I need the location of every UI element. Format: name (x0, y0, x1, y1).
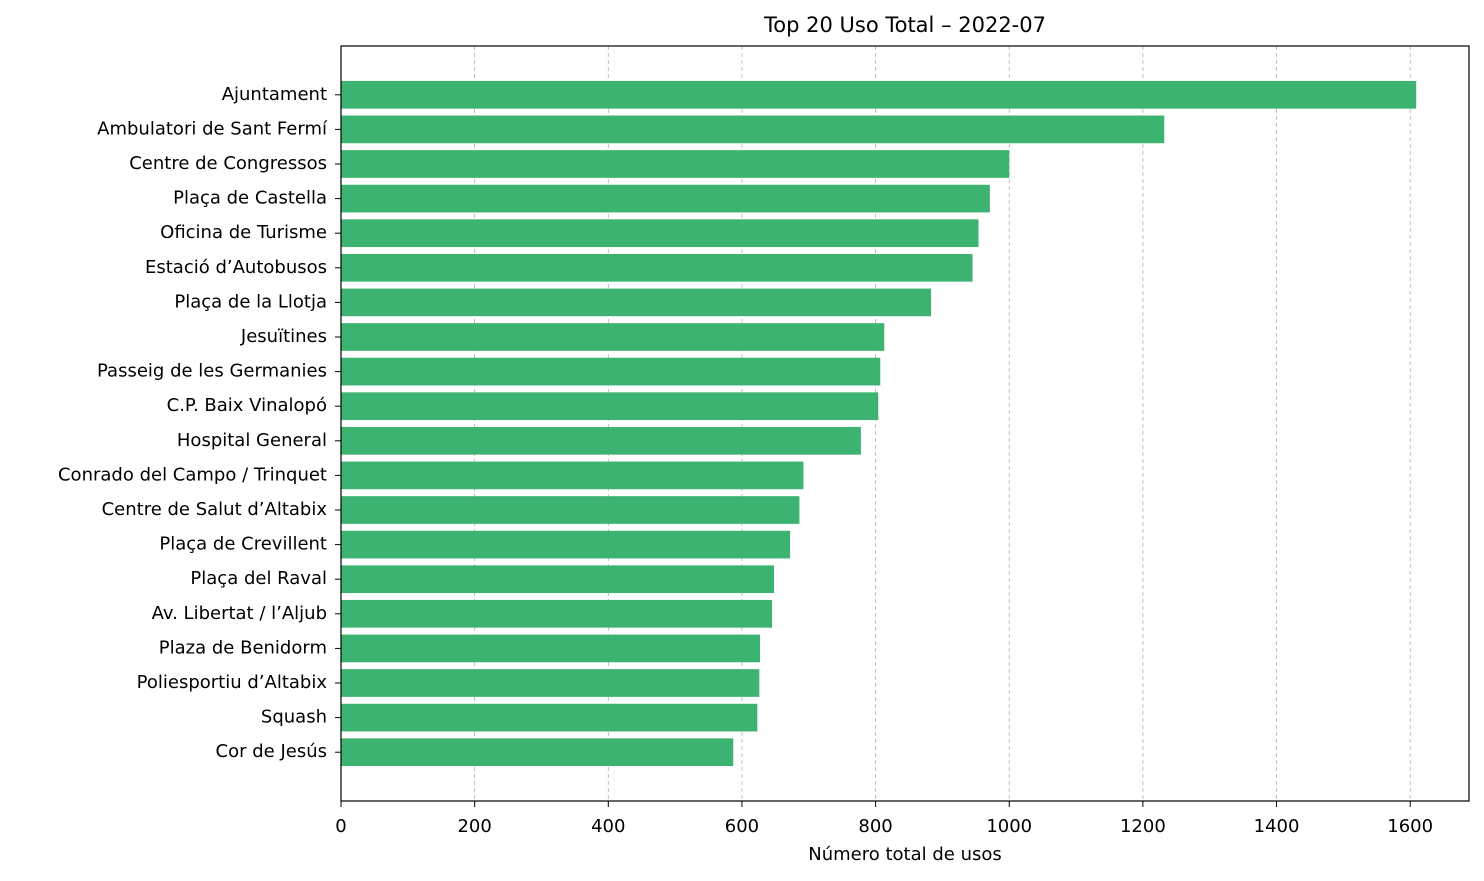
plot-frame (340, 45, 1470, 802)
x-tick-label: 1400 (1254, 816, 1300, 837)
bar (341, 461, 804, 490)
bar (341, 738, 734, 767)
bar (341, 565, 775, 594)
bar (341, 357, 881, 386)
x-tick-label: 1000 (986, 816, 1032, 837)
y-tick-label: Ajuntament (222, 84, 327, 105)
y-tick-label: Estació d’Autobusos (145, 257, 327, 278)
bar (341, 703, 758, 732)
y-tick-label: Plaça de Crevillent (159, 534, 327, 555)
bar (341, 253, 973, 282)
x-tick-label: 800 (858, 816, 892, 837)
x-tick-label: 1600 (1387, 816, 1433, 837)
chart-title: Top 20 Uso Total – 2022-07 (763, 13, 1046, 37)
x-tick-label: 400 (591, 816, 625, 837)
y-tick-label: Passeig de les Germanies (97, 361, 327, 382)
y-tick-label: Centre de Congressos (129, 153, 327, 174)
bar (341, 115, 1165, 144)
bar (341, 184, 990, 213)
y-tick-label: Ambulatori de Sant Fermí (97, 118, 328, 139)
y-tick-label: Plaça de la Llotja (174, 291, 327, 312)
x-tick-label: 200 (457, 816, 491, 837)
y-tick-label: Plaça del Raval (190, 568, 327, 589)
x-tick-label: 1200 (1120, 816, 1166, 837)
x-axis-label: Número total de usos (808, 844, 1002, 865)
bar (341, 669, 760, 697)
bar (341, 426, 861, 455)
y-tick-label: Poliesportiu d’Altabix (137, 672, 328, 693)
bar (341, 80, 1417, 109)
y-tick-label: C.P. Baix Vinalopó (167, 395, 327, 416)
y-tick-label: Cor de Jesús (216, 741, 327, 762)
x-tick-label: 600 (725, 816, 759, 837)
y-tick-label: Plaza de Benidorm (159, 637, 327, 658)
y-tick-label: Centre de Salut d’Altabix (102, 499, 328, 520)
bar (341, 634, 760, 663)
bar (341, 496, 800, 524)
bar (341, 323, 885, 351)
y-tick-label: Plaça de Castella (173, 188, 327, 209)
y-tick-label: Av. Libertat / l’Aljub (152, 603, 327, 624)
y-tick-label: Squash (261, 707, 327, 728)
x-tick-label: 0 (335, 816, 346, 837)
y-tick-label: Hospital General (177, 430, 327, 451)
bar (341, 392, 879, 421)
bar (341, 288, 932, 317)
bar (341, 530, 791, 559)
bar (341, 150, 1010, 178)
y-tick-label: Conrado del Campo / Trinquet (58, 464, 327, 485)
bar (341, 599, 773, 628)
bar (341, 219, 979, 248)
y-tick-label: Jesuïtines (240, 326, 327, 347)
y-tick-label: Oficina de Turisme (160, 222, 327, 243)
